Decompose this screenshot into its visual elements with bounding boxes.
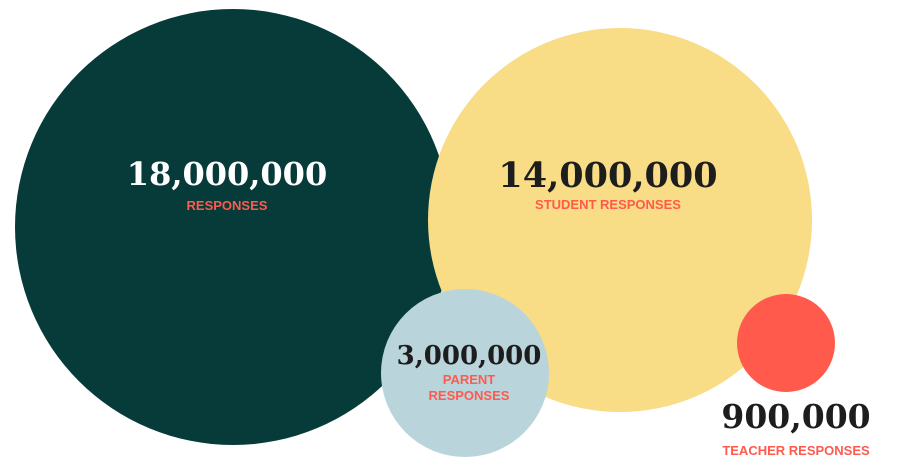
teacher-responses-caption-line: TEACHER RESPONSES: [722, 443, 870, 458]
teacher-responses-value-label: 900,000: [721, 397, 870, 436]
parent-responses-caption-line: PARENT: [443, 372, 496, 387]
responses-bubble: [15, 9, 451, 445]
student-responses-value-label: 14,000,000: [498, 155, 717, 196]
parent-responses-caption-line: RESPONSES: [429, 388, 510, 403]
parent-responses-bubble: [381, 289, 549, 457]
parent-responses-value-label: 3,000,000: [397, 341, 542, 371]
responses-caption-line: RESPONSES: [187, 198, 268, 213]
student-responses-caption-line: STUDENT RESPONSES: [535, 197, 681, 212]
teacher-responses-bubble: [737, 294, 835, 392]
responses-value-label: 18,000,000: [127, 155, 327, 193]
